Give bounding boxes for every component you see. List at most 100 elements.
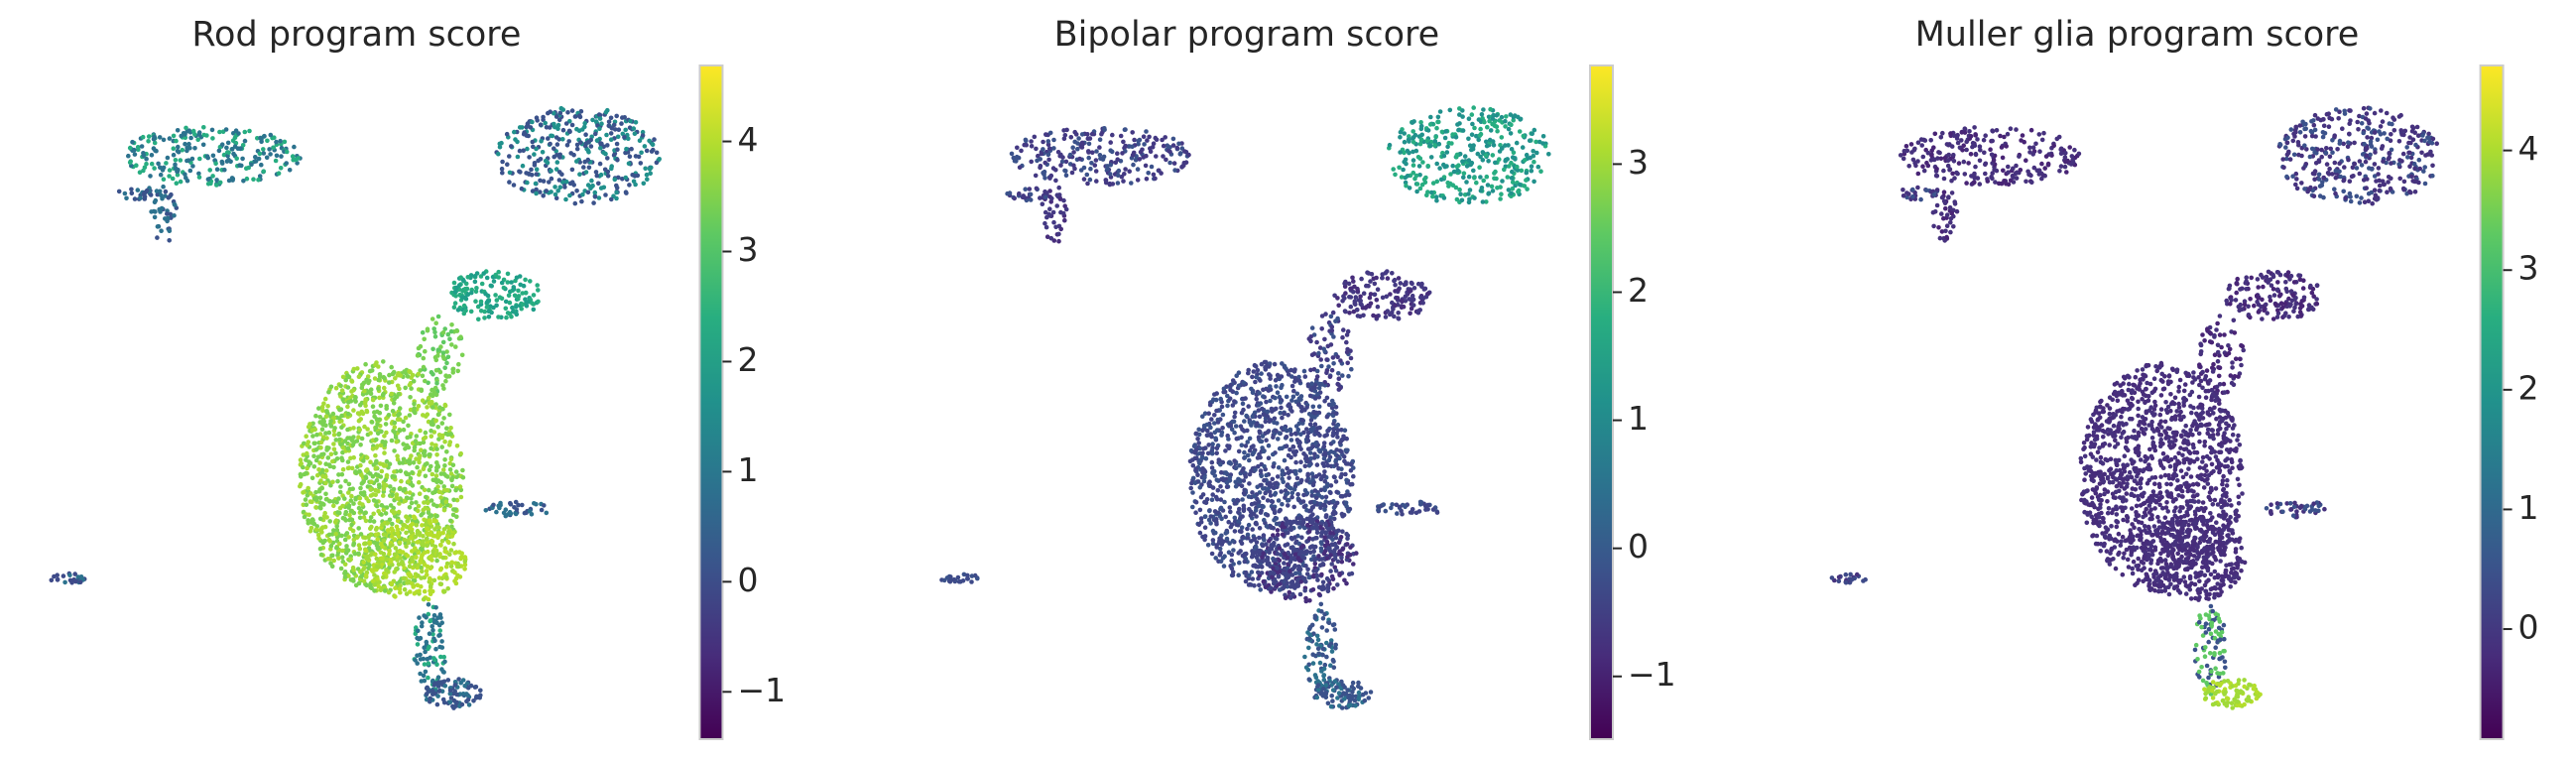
cell-dot (1250, 490, 1255, 495)
cell-dot (567, 129, 572, 135)
cell-dot (138, 195, 143, 200)
cell-dot (1480, 158, 1486, 163)
cell-dot (507, 170, 513, 176)
cell-dot (428, 452, 432, 457)
cell-dot (1260, 434, 1266, 439)
cell-dot (580, 191, 585, 197)
cell-dot (330, 499, 336, 504)
cell-dot (536, 299, 541, 305)
cell-dot (530, 139, 536, 145)
cell-dot (433, 368, 439, 373)
cell-dot (351, 542, 356, 548)
cell-dot (382, 434, 387, 439)
cell-dot (1043, 189, 1047, 194)
cell-dot (1331, 440, 1336, 444)
cell-dot (408, 572, 413, 577)
cell-dot (361, 560, 366, 565)
cell-dot (1444, 150, 1450, 155)
cell-dot (355, 366, 360, 371)
cell-dot (318, 420, 323, 425)
cell-dot (1247, 481, 1252, 486)
cell-dot (412, 578, 418, 583)
cell-dot (1481, 107, 1486, 112)
cell-dot (1062, 168, 1067, 174)
cell-dot (316, 536, 321, 541)
cell-dot (402, 369, 407, 374)
cell-dot (340, 397, 346, 402)
cell-dot (333, 385, 339, 391)
cell-dot (452, 683, 458, 688)
cell-dot (504, 131, 510, 137)
cell-dot (317, 432, 323, 437)
cell-dot (541, 193, 546, 198)
cell-dot (363, 518, 369, 524)
cell-dot (307, 529, 313, 534)
cell-dot (401, 427, 407, 433)
cell-dot (349, 379, 355, 384)
cell-dot (1329, 328, 1335, 333)
cell-dot (391, 369, 397, 375)
cell-dot (130, 139, 135, 145)
cell-dot (606, 119, 612, 125)
cell-dot (333, 531, 339, 537)
cell-dot (1120, 151, 1125, 156)
cell-dot (1273, 395, 1278, 401)
cell-dot (507, 300, 513, 306)
cell-dot (605, 143, 610, 148)
cell-dot (1392, 314, 1397, 319)
cell-dot (438, 680, 444, 685)
cell-dot (373, 362, 378, 368)
cell-dot (497, 144, 503, 150)
cell-dot (371, 511, 377, 517)
cell-dot (1258, 378, 1263, 383)
cell-dot (349, 522, 354, 528)
cell-dot (520, 302, 526, 308)
cell-dot (1240, 427, 1245, 433)
cell-dot (1233, 483, 1239, 489)
cell-dot (562, 185, 567, 190)
cell-dot (1093, 158, 1099, 163)
cell-dot (574, 126, 579, 132)
cell-dot (349, 465, 355, 471)
cell-dot (1238, 549, 1243, 554)
cell-dot (619, 121, 624, 126)
cell-dot (1127, 144, 1132, 149)
cell-dot (1441, 162, 1446, 168)
cell-dot (1224, 536, 1230, 542)
cell-dot (629, 146, 634, 152)
cell-dot (1051, 219, 1056, 225)
cell-dot (320, 408, 325, 414)
cell-dot (553, 167, 559, 172)
cell-dot (1511, 114, 1517, 120)
cell-dot (455, 368, 461, 374)
cell-dot (1186, 152, 1191, 158)
cell-dot (1197, 485, 1203, 490)
cell-dot (428, 618, 433, 624)
cell-dot (1398, 281, 1404, 286)
cell-dot (1209, 434, 1214, 440)
cell-dot (1340, 334, 1345, 340)
cell-dot (650, 142, 655, 147)
cell-dot (627, 183, 632, 188)
cell-dot (1326, 500, 1332, 506)
cell-dot (1266, 455, 1272, 461)
cell-dot (1503, 158, 1508, 164)
cell-dot (388, 559, 394, 564)
cell-dot (1242, 559, 1248, 565)
cell-dot (358, 532, 364, 537)
cell-dot (318, 445, 323, 450)
cell-dot (505, 271, 511, 277)
cell-dot (530, 119, 535, 125)
cell-dot (324, 409, 329, 414)
cell-dot (1137, 137, 1143, 143)
cell-dot (1088, 166, 1093, 172)
cell-dot (179, 133, 184, 139)
cell-dot (1459, 197, 1465, 203)
cell-dot (247, 128, 252, 134)
cell-dot (1385, 276, 1391, 281)
cell-dot (1320, 461, 1326, 466)
cell-dot (1212, 509, 1218, 514)
cell-dot (1324, 357, 1329, 362)
cell-dot (146, 139, 151, 144)
